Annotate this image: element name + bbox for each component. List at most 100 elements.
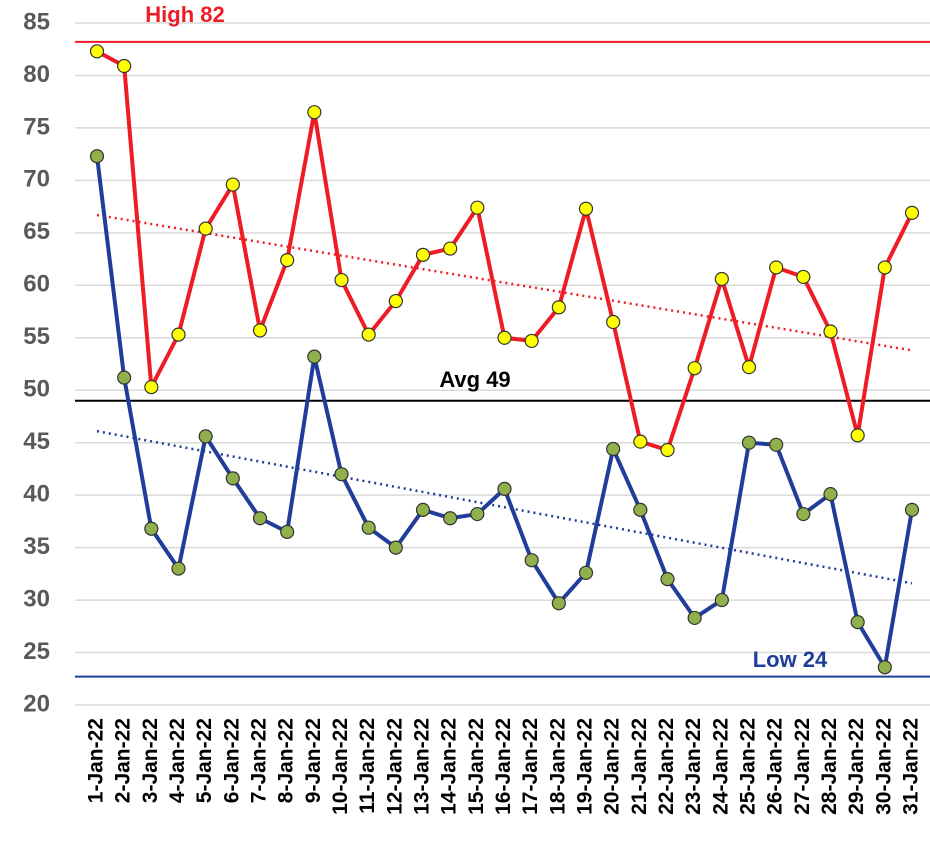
data-point <box>551 300 566 315</box>
y-tick-label: 80 <box>23 61 50 88</box>
data-point <box>823 487 838 502</box>
data-point <box>578 565 594 580</box>
data-point <box>470 200 485 215</box>
data-point <box>578 201 594 216</box>
data-point <box>388 293 403 309</box>
y-tick-label: 45 <box>23 428 50 455</box>
data-point <box>171 561 186 576</box>
data-point <box>660 442 675 458</box>
data-point <box>606 314 621 330</box>
x-tick-label: 7-Jan-22 <box>248 718 271 803</box>
data-point <box>361 327 376 342</box>
x-tick-label: 26-Jan-22 <box>764 718 787 815</box>
y-tick-label: 85 <box>23 8 50 35</box>
y-tick-label: 65 <box>23 218 50 245</box>
x-tick-label: 4-Jan-22 <box>166 718 189 803</box>
x-tick-label: 28-Jan-22 <box>818 718 841 815</box>
data-point <box>687 610 702 626</box>
data-point <box>633 502 648 517</box>
x-tick-label: 11-Jan-22 <box>356 718 379 814</box>
x-tick-label: 25-Jan-22 <box>737 718 760 815</box>
data-point <box>388 540 403 555</box>
x-tick-label: 16-Jan-22 <box>492 718 515 815</box>
data-point <box>144 379 159 395</box>
data-point <box>524 553 539 568</box>
x-tick-label: 22-Jan-22 <box>655 718 678 815</box>
y-tick-label: 30 <box>23 585 50 612</box>
y-tick-label: 50 <box>23 376 50 403</box>
x-tick-label: 12-Jan-22 <box>383 718 406 815</box>
data-point <box>524 333 539 349</box>
x-tick-label: 27-Jan-22 <box>791 718 814 815</box>
data-point <box>769 437 784 452</box>
x-tick-label: 29-Jan-22 <box>845 718 868 815</box>
data-point <box>415 502 431 517</box>
x-tick-label: 13-Jan-22 <box>411 718 434 815</box>
data-point <box>307 349 322 364</box>
data-point <box>280 253 295 268</box>
x-tick-label: 2-Jan-22 <box>112 718 135 803</box>
x-tick-label: 21-Jan-22 <box>628 718 651 815</box>
x-tick-label: 30-Jan-22 <box>872 718 895 815</box>
data-point <box>443 241 458 256</box>
x-tick-label: 8-Jan-22 <box>275 718 298 803</box>
data-point <box>877 260 892 275</box>
data-point <box>252 511 268 526</box>
data-point <box>198 221 213 236</box>
data-point <box>877 660 892 675</box>
reference-label: Low 24 <box>753 647 828 672</box>
data-point <box>307 105 322 120</box>
data-point <box>443 511 458 526</box>
data-point <box>334 467 349 482</box>
data-point <box>714 592 729 608</box>
data-point <box>741 360 757 375</box>
x-tick-label: 15-Jan-22 <box>465 718 488 815</box>
data-point <box>415 247 431 262</box>
reference-label: High 82 <box>145 2 224 27</box>
data-point <box>850 615 865 630</box>
data-point <box>225 471 240 486</box>
data-point <box>687 361 702 376</box>
data-point <box>850 428 865 443</box>
x-tick-label: 3-Jan-22 <box>139 718 162 803</box>
data-point <box>252 323 268 338</box>
x-tick-label: 5-Jan-22 <box>193 718 216 803</box>
data-point <box>361 520 376 535</box>
data-point <box>551 596 566 611</box>
data-point <box>904 205 920 221</box>
data-point <box>904 502 920 517</box>
data-point <box>714 271 729 287</box>
x-tick-label: 10-Jan-22 <box>329 718 352 815</box>
x-tick-label: 14-Jan-22 <box>438 718 461 815</box>
y-tick-label: 35 <box>23 533 50 560</box>
x-tick-label: 23-Jan-22 <box>682 718 705 815</box>
y-tick-label: 55 <box>23 323 50 350</box>
data-point <box>89 149 105 164</box>
x-tick-label: 1-Jan-22 <box>85 718 108 803</box>
y-tick-label: 40 <box>23 480 50 507</box>
y-tick-label: 60 <box>23 271 50 298</box>
data-point <box>741 435 757 450</box>
data-point <box>89 44 105 59</box>
data-point <box>280 524 295 539</box>
x-tick-label: 6-Jan-22 <box>220 718 243 803</box>
data-point <box>198 429 213 444</box>
x-tick-label: 9-Jan-22 <box>302 718 325 803</box>
x-tick-label: 19-Jan-22 <box>574 718 597 815</box>
data-point <box>117 370 132 385</box>
data-point <box>117 58 132 74</box>
x-tick-label: 24-Jan-22 <box>709 718 732 815</box>
y-tick-label: 25 <box>23 638 50 665</box>
y-tick-label: 70 <box>23 166 50 193</box>
x-tick-label: 18-Jan-22 <box>546 718 569 815</box>
x-tick-label: 17-Jan-22 <box>519 718 542 815</box>
x-tick-label: 31-Jan-22 <box>900 718 923 815</box>
reference-label: Avg 49 <box>439 367 510 392</box>
data-point <box>470 506 485 522</box>
data-point <box>796 269 811 285</box>
x-tick-label: 20-Jan-22 <box>601 718 624 815</box>
data-point <box>497 481 512 496</box>
data-point <box>225 177 240 192</box>
data-point <box>144 521 159 536</box>
